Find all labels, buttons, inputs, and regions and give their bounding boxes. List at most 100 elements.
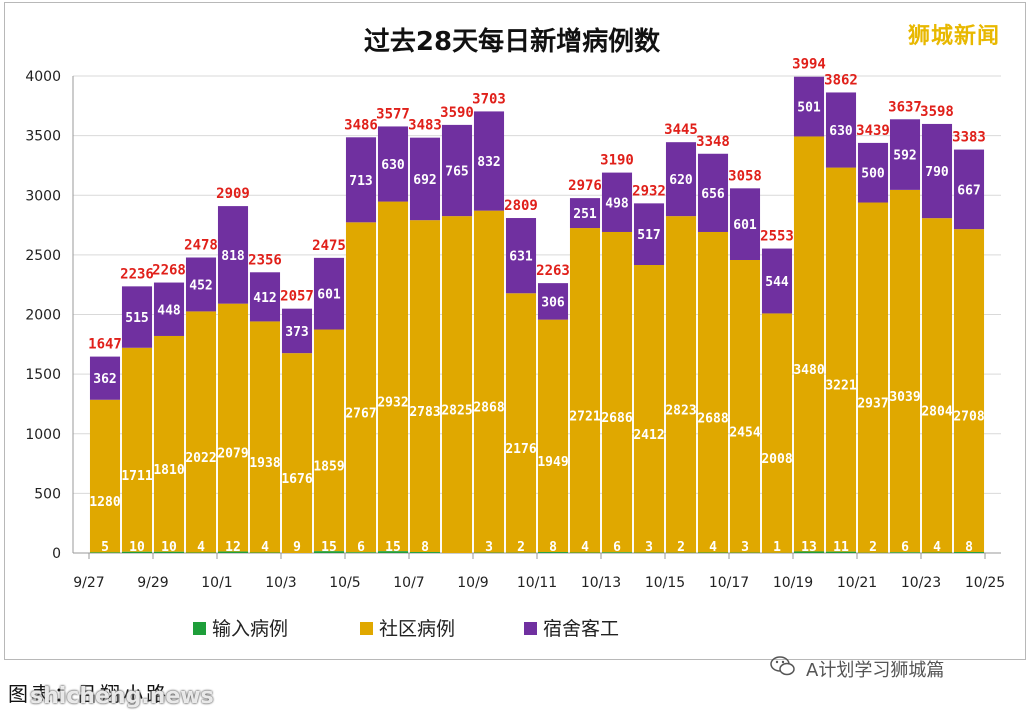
data-label-total: 2909 bbox=[216, 186, 250, 202]
wechat-icon bbox=[770, 656, 795, 676]
data-label-total: 2268 bbox=[152, 263, 186, 279]
data-label-imported: 8 bbox=[965, 540, 973, 555]
bar-community bbox=[825, 167, 857, 552]
data-label-dormitory: 412 bbox=[253, 291, 276, 306]
data-label-total: 2553 bbox=[760, 229, 794, 245]
data-label-dormitory: 251 bbox=[573, 207, 597, 222]
bar-dormitory bbox=[185, 257, 217, 312]
bar-community bbox=[89, 399, 121, 553]
bar-community bbox=[505, 293, 537, 553]
bar-imported bbox=[153, 551, 185, 553]
bar-community bbox=[665, 216, 697, 553]
bar-dormitory bbox=[889, 119, 921, 190]
x-tick-label: 10/21 bbox=[837, 575, 877, 591]
data-label-imported: 3 bbox=[485, 540, 493, 555]
y-tick-label: 1000 bbox=[25, 427, 61, 443]
bar-community bbox=[153, 335, 185, 552]
bar-community bbox=[345, 222, 377, 553]
data-label-total: 2932 bbox=[632, 183, 666, 199]
chart-title: 过去28天每日新增病例数 bbox=[364, 26, 661, 57]
data-label-total: 2236 bbox=[120, 266, 154, 282]
x-tick-label: 10/15 bbox=[645, 575, 685, 591]
data-label-community: 2783 bbox=[409, 405, 440, 420]
data-label-dormitory: 448 bbox=[157, 303, 181, 318]
data-label-community: 2688 bbox=[697, 411, 728, 426]
bar-dormitory bbox=[601, 172, 633, 232]
bar-dormitory bbox=[921, 123, 953, 219]
data-label-community: 3039 bbox=[889, 390, 920, 405]
legend-swatch bbox=[524, 622, 537, 635]
data-label-community: 2708 bbox=[953, 410, 984, 425]
data-label-dormitory: 544 bbox=[765, 275, 789, 290]
data-label-total: 2976 bbox=[568, 178, 602, 194]
bar-dormitory bbox=[537, 283, 569, 320]
data-label-dormitory: 765 bbox=[445, 165, 468, 180]
bar-community bbox=[121, 347, 153, 552]
figure-caption: 图表：吕翔小路 bbox=[8, 682, 169, 706]
data-label-community: 1859 bbox=[313, 459, 344, 474]
bar-imported bbox=[793, 551, 825, 553]
y-tick-label: 3500 bbox=[25, 129, 61, 145]
bar-imported bbox=[825, 551, 857, 553]
data-label-imported: 3 bbox=[645, 540, 653, 555]
y-tick-label: 0 bbox=[52, 546, 61, 562]
data-label-community: 2721 bbox=[569, 409, 600, 424]
x-tick-label: 10/5 bbox=[329, 575, 360, 591]
data-label-total: 2475 bbox=[312, 238, 346, 254]
bar-imported bbox=[953, 552, 985, 553]
data-label-community: 1676 bbox=[281, 472, 312, 487]
bar-dormitory bbox=[153, 282, 185, 336]
bar-dormitory bbox=[89, 356, 121, 400]
data-label-community: 2412 bbox=[633, 428, 664, 443]
data-label-imported: 2 bbox=[869, 540, 877, 555]
data-label-total: 2356 bbox=[248, 252, 282, 268]
watermark-site: shicheng.news bbox=[30, 684, 214, 709]
bar-community bbox=[569, 228, 601, 553]
data-label-imported: 8 bbox=[549, 540, 557, 555]
data-label-dormitory: 630 bbox=[829, 124, 853, 139]
data-label-dormitory: 790 bbox=[925, 165, 949, 180]
bar-dormitory bbox=[121, 286, 153, 348]
legend-label: 输入病例 bbox=[212, 618, 288, 640]
data-label-imported: 4 bbox=[933, 540, 941, 555]
data-label-dormitory: 501 bbox=[797, 101, 821, 116]
bar-community bbox=[793, 136, 825, 552]
bar-imported bbox=[889, 552, 921, 553]
bar-imported bbox=[377, 551, 409, 553]
data-label-imported: 6 bbox=[901, 540, 909, 555]
data-label-community: 1280 bbox=[89, 495, 120, 510]
bar-community bbox=[921, 218, 953, 553]
x-tick-label: 10/13 bbox=[581, 575, 621, 591]
data-label-dormitory: 713 bbox=[349, 174, 372, 189]
data-label-dormitory: 601 bbox=[317, 288, 341, 303]
data-label-community: 2937 bbox=[857, 397, 888, 412]
data-label-imported: 15 bbox=[321, 540, 337, 555]
x-tick-label: 10/3 bbox=[265, 575, 296, 591]
data-label-imported: 4 bbox=[261, 540, 269, 555]
data-label-community: 2823 bbox=[665, 403, 696, 418]
data-label-total: 3994 bbox=[792, 57, 826, 73]
data-label-total: 3348 bbox=[696, 134, 730, 150]
x-tick-label: 10/9 bbox=[457, 575, 488, 591]
x-tick-label: 10/19 bbox=[773, 575, 813, 591]
bar-imported bbox=[601, 552, 633, 553]
data-label-imported: 2 bbox=[677, 540, 685, 555]
bar-imported bbox=[217, 551, 249, 553]
data-label-total: 3703 bbox=[472, 91, 506, 107]
data-label-community: 2454 bbox=[729, 425, 760, 440]
data-label-dormitory: 498 bbox=[605, 196, 629, 211]
data-label-dormitory: 832 bbox=[477, 155, 500, 170]
data-label-dormitory: 667 bbox=[957, 183, 980, 198]
bar-community bbox=[633, 265, 665, 553]
bar-dormitory bbox=[697, 153, 729, 232]
bar-dormitory bbox=[313, 257, 345, 330]
data-label-total: 3577 bbox=[376, 106, 410, 122]
watermark-account-name: A计划学习狮城篇 bbox=[806, 660, 945, 681]
data-label-imported: 9 bbox=[293, 540, 301, 555]
legend-label: 宿舍客工 bbox=[543, 618, 619, 640]
x-tick-label: 10/25 bbox=[965, 575, 1005, 591]
data-label-imported: 15 bbox=[385, 540, 401, 555]
data-label-community: 2825 bbox=[441, 404, 472, 419]
data-label-total: 3637 bbox=[888, 99, 922, 115]
x-tick-label: 10/11 bbox=[517, 575, 557, 591]
